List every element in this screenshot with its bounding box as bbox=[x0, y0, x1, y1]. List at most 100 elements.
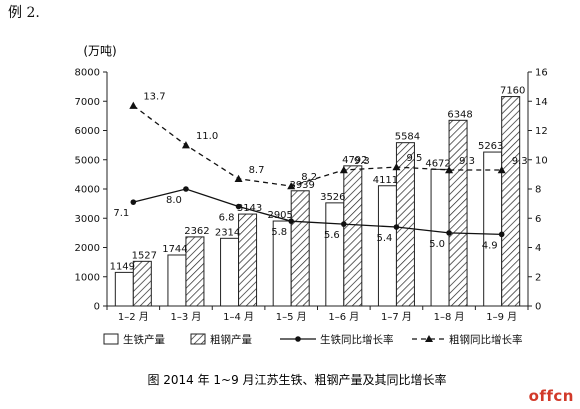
crude-steel-bar-label: 4792 bbox=[342, 155, 367, 166]
right-axis-tick-label: 2 bbox=[535, 272, 541, 283]
pig-iron-growth-point bbox=[393, 224, 400, 230]
crude-steel-bar bbox=[185, 236, 205, 307]
pig-iron-bar-label: 1149 bbox=[110, 261, 135, 272]
crude-steel-growth-label: 8.2 bbox=[301, 172, 317, 183]
crude-steel-bar-label: 3143 bbox=[237, 203, 262, 214]
unit-label: (万吨) bbox=[83, 44, 116, 58]
legend-swatch-crude-steel bbox=[190, 333, 206, 345]
right-axis-tick-label: 10 bbox=[535, 155, 548, 166]
crude-steel-growth-point bbox=[234, 174, 243, 182]
chart-title: 图 2014 年 1~9 月江苏生铁、粗钢产量及其同比增长率 bbox=[147, 372, 446, 387]
pig-iron-bar-label: 2905 bbox=[267, 210, 292, 221]
crude-steel-growth-point bbox=[129, 101, 138, 109]
pig-iron-growth-point bbox=[288, 218, 294, 224]
pig-iron-bar bbox=[430, 168, 450, 307]
pig-iron-growth-label: 8.0 bbox=[166, 195, 182, 206]
crude-steel-growth-label: 8.7 bbox=[249, 165, 265, 176]
left-axis-tick-label: 2000 bbox=[75, 243, 100, 254]
x-axis-tick-label: 1–7 月 bbox=[381, 311, 412, 323]
pig-iron-bar bbox=[377, 185, 397, 307]
legend-label-pig-iron: 生铁产量 bbox=[123, 333, 165, 346]
legend-marker-crude-steel-growth bbox=[425, 335, 433, 342]
right-axis-tick-label: 12 bbox=[535, 126, 548, 137]
pig-iron-growth-point bbox=[341, 221, 347, 227]
pig-iron-bar-label: 2314 bbox=[215, 227, 240, 238]
crude-steel-growth-label: 9.3 bbox=[354, 156, 370, 167]
pig-iron-growth-label: 5.8 bbox=[271, 227, 287, 238]
pig-iron-bar bbox=[220, 237, 240, 307]
legend-label-crude-steel-growth: 粗钢同比增长率 bbox=[449, 333, 523, 346]
right-axis-tick-label: 16 bbox=[535, 68, 548, 79]
pig-iron-growth-label: 5.6 bbox=[324, 230, 340, 241]
pig-iron-bar-label: 5263 bbox=[478, 141, 503, 152]
crude-steel-bar-label: 3939 bbox=[289, 180, 314, 191]
x-axis-tick-label: 1–2 月 bbox=[118, 311, 149, 323]
crude-steel-bar-label: 7160 bbox=[500, 86, 525, 97]
legend-marker-pig-iron-growth bbox=[295, 336, 301, 342]
crude-steel-bar-label: 5584 bbox=[395, 132, 420, 143]
crude-steel-bar bbox=[238, 213, 258, 307]
crude-steel-bar bbox=[448, 119, 468, 307]
legend-swatch-pig-iron bbox=[103, 333, 119, 345]
pig-iron-bar-label: 1744 bbox=[162, 244, 187, 255]
pig-iron-bar-label: 4111 bbox=[373, 175, 398, 186]
pig-iron-bar-label: 3526 bbox=[320, 192, 345, 203]
legend-label-pig-iron-growth: 生铁同比增长率 bbox=[320, 333, 394, 346]
right-axis-tick-label: 0 bbox=[535, 302, 541, 313]
left-axis-tick-label: 0 bbox=[94, 302, 100, 313]
pig-iron-growth-label: 7.1 bbox=[113, 208, 129, 219]
x-axis-tick-label: 1–9 月 bbox=[486, 311, 517, 323]
x-axis-tick-label: 1–6 月 bbox=[328, 311, 359, 323]
x-axis-tick-label: 1–3 月 bbox=[170, 311, 201, 323]
pig-iron-growth-label: 5.0 bbox=[429, 239, 445, 250]
legend-label-crude-steel: 粗钢产量 bbox=[210, 333, 252, 346]
pig-iron-growth-point bbox=[130, 199, 137, 205]
pig-iron-bar bbox=[483, 151, 503, 307]
pig-iron-bar-label: 4672 bbox=[425, 158, 450, 169]
pig-iron-growth-label: 6.8 bbox=[219, 213, 235, 224]
left-axis-tick-label: 4000 bbox=[75, 185, 100, 196]
pig-iron-growth-line bbox=[133, 188, 502, 235]
crude-steel-growth-label: 9.5 bbox=[406, 153, 422, 164]
crude-steel-growth-point bbox=[392, 163, 401, 171]
pig-iron-bar bbox=[114, 271, 134, 307]
crude-steel-growth-label: 9.3 bbox=[459, 156, 475, 167]
crude-steel-bar bbox=[290, 190, 310, 307]
pig-iron-growth-label: 5.4 bbox=[376, 233, 392, 244]
left-axis-tick-label: 5000 bbox=[75, 155, 100, 166]
crude-steel-growth-point bbox=[497, 165, 506, 174]
crude-steel-bar bbox=[501, 96, 521, 307]
right-axis-tick-label: 14 bbox=[535, 97, 548, 108]
crude-steel-bar bbox=[132, 260, 152, 307]
crude-steel-growth-label: 13.7 bbox=[143, 92, 165, 103]
pig-iron-growth-point bbox=[446, 230, 452, 236]
crude-steel-bar-label: 2362 bbox=[184, 226, 209, 237]
x-axis-tick-label: 1–8 月 bbox=[434, 311, 465, 323]
right-axis-tick-label: 4 bbox=[535, 243, 541, 254]
pig-iron-bar bbox=[167, 254, 187, 307]
crude-steel-growth-point bbox=[287, 182, 296, 190]
left-axis-tick-label: 8000 bbox=[75, 68, 100, 79]
right-axis-tick-label: 6 bbox=[535, 214, 541, 225]
crude-steel-growth-point bbox=[181, 141, 190, 149]
example-label: 例 2. bbox=[8, 5, 40, 21]
pig-iron-growth-point bbox=[183, 186, 189, 192]
x-axis-tick-label: 1–4 月 bbox=[223, 311, 254, 323]
crude-steel-growth-label: 9.3 bbox=[512, 156, 528, 167]
pig-iron-growth-label: 4.9 bbox=[482, 240, 498, 251]
crude-steel-growth-label: 11.0 bbox=[196, 131, 218, 142]
pig-iron-growth-point bbox=[498, 231, 505, 238]
right-axis-tick-label: 8 bbox=[535, 185, 541, 196]
crude-steel-bar-label: 1527 bbox=[132, 250, 157, 261]
left-axis-tick-label: 3000 bbox=[75, 214, 100, 225]
x-axis-tick-label: 1–5 月 bbox=[276, 311, 307, 323]
crude-steel-growth-point bbox=[339, 165, 348, 174]
left-axis-tick-label: 7000 bbox=[75, 97, 100, 108]
legend: 生铁产量 粗钢产量 生铁同比增长率 粗钢同比增长率 bbox=[103, 333, 523, 346]
pig-iron-bar bbox=[325, 202, 345, 307]
watermark-logo: offcn bbox=[528, 387, 574, 405]
left-axis-tick-label: 1000 bbox=[75, 272, 100, 283]
crude-steel-bar-label: 6348 bbox=[447, 109, 472, 120]
crude-steel-growth-point bbox=[445, 165, 454, 174]
